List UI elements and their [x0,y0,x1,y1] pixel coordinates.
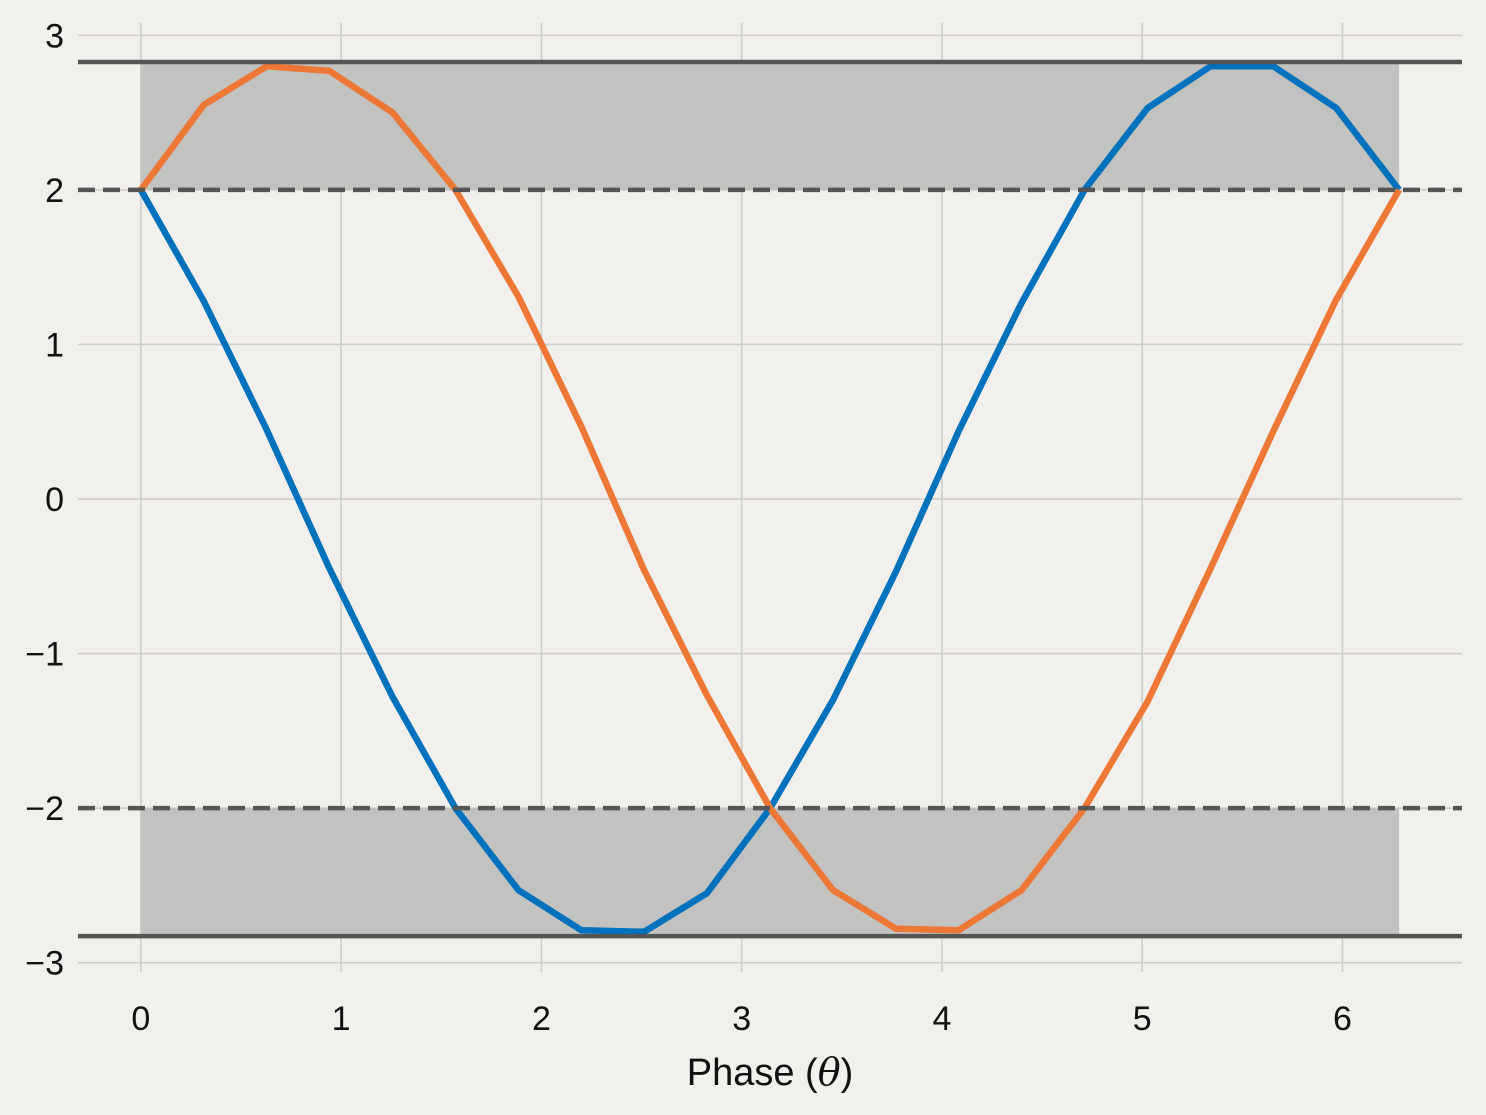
x-tick-label: 5 [1133,1000,1152,1038]
x-axis-title-prefix: Phase ( [687,1052,818,1094]
shaded-band-upper [140,61,1400,190]
x-tick-label: 6 [1333,1000,1352,1038]
data-series [138,63,1402,936]
x-tick-label: 1 [332,1000,351,1038]
y-tick-label: 2 [45,172,64,210]
x-axis-title: Phase (θ) [687,1050,854,1094]
x-axis-title-symbol: θ [818,1050,841,1094]
y-tick-label: −3 [25,945,64,983]
tick-labels: 0 1 2 3 4 5 6 −3 −2 −1 0 1 2 3 [25,17,1352,1038]
x-tick-label: 3 [732,1000,751,1038]
y-tick-label: 1 [45,326,64,364]
x-axis-title-suffix: ) [841,1052,854,1094]
x-tick-label: 4 [932,1000,951,1038]
x-tick-label: 2 [532,1000,551,1038]
y-tick-label: −1 [25,636,64,674]
y-tick-label: 3 [45,17,64,55]
series-line-2 [138,63,1402,934]
shaded-band-lower [140,808,1400,937]
y-tick-label: 0 [45,481,64,519]
reference-lines [78,59,1462,939]
y-tick-label: −2 [25,790,64,828]
x-tick-label: 0 [131,1000,150,1038]
